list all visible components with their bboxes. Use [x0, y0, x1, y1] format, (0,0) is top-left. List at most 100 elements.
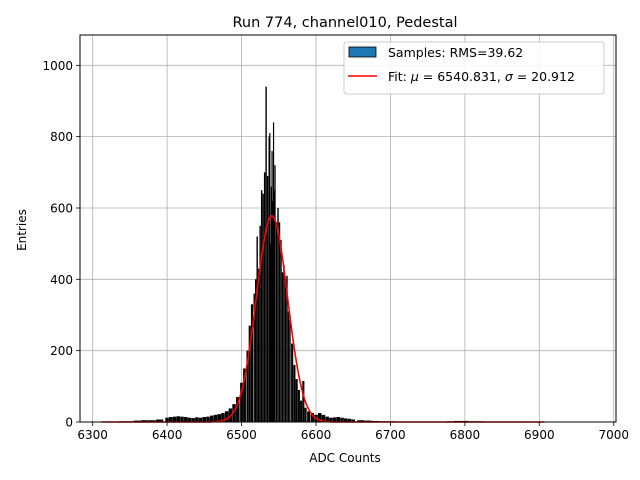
histogram-bar	[217, 414, 221, 422]
histogram-bar	[271, 150, 273, 422]
histogram-bar	[293, 364, 296, 422]
histogram-bar	[254, 279, 257, 422]
legend-fit-mu-symbol: μ	[410, 69, 419, 84]
histogram-bar	[232, 404, 236, 422]
y-tick-label: 0	[65, 416, 73, 430]
histogram-bar	[343, 418, 348, 422]
histogram-bar	[224, 411, 229, 422]
y-axis-label: Entries	[15, 209, 29, 251]
histogram-bar	[268, 136, 270, 423]
histogram-bar	[187, 417, 192, 422]
histogram-bar	[289, 314, 291, 422]
histogram-bar	[357, 420, 365, 422]
y-tick-label: 400	[50, 273, 73, 287]
histogram-bar	[176, 416, 181, 422]
histogram-bar	[283, 265, 285, 422]
x-tick-label: 6700	[375, 428, 406, 442]
histogram-bar	[340, 417, 344, 422]
histogram-bar	[307, 411, 310, 422]
histogram-bar	[274, 165, 276, 422]
histogram-bar	[250, 304, 254, 422]
histogram-bar	[165, 417, 169, 422]
histogram-bar	[256, 236, 258, 422]
histogram-bar	[209, 415, 214, 422]
histogram-bar	[272, 122, 275, 423]
histogram-bar	[317, 413, 322, 422]
histogram-bar	[213, 414, 218, 422]
histogram-bar	[221, 413, 225, 422]
histogram-bar	[253, 293, 255, 422]
histogram-bar	[310, 413, 315, 422]
histogram-bar	[332, 417, 337, 422]
histogram-bar	[260, 190, 263, 422]
legend-fit-sigma-symbol: σ	[505, 69, 514, 84]
plot-frame	[79, 34, 617, 423]
histogram-bar	[243, 368, 246, 422]
x-tick-label: 6300	[77, 428, 108, 442]
histogram-bar	[273, 190, 275, 422]
histogram-bar	[304, 407, 307, 422]
histogram-bar	[265, 86, 267, 422]
histogram-bar	[347, 418, 352, 422]
histogram-bar	[262, 193, 264, 422]
histogram-bar	[206, 416, 210, 422]
histogram-bar	[275, 222, 278, 422]
histogram-bar	[270, 186, 272, 422]
x-axis-label: ADC Counts	[309, 451, 381, 465]
histogram-bar	[295, 379, 298, 422]
histogram-bar	[236, 397, 240, 422]
histogram-bar	[302, 380, 305, 422]
x-tick-label: 6400	[152, 428, 183, 442]
histogram-bar	[246, 350, 249, 422]
histogram-bar	[269, 133, 271, 422]
histogram-bar	[297, 389, 300, 422]
y-tick-label: 200	[50, 344, 73, 358]
histogram-bar	[286, 275, 288, 422]
histogram-bar	[278, 222, 281, 422]
histogram-bar	[287, 311, 290, 422]
histogram-bar	[169, 417, 173, 422]
plot-area	[80, 35, 616, 422]
histogram-bar	[300, 400, 303, 422]
histogram-bar	[183, 417, 188, 422]
histogram-bar	[141, 420, 149, 422]
histogram-bar	[266, 175, 269, 422]
histogram-bar	[156, 419, 164, 422]
histogram-bar	[180, 416, 184, 422]
legend-samples-swatch	[348, 46, 377, 58]
histogram-bar	[321, 414, 326, 422]
histogram-bar	[259, 225, 261, 422]
y-tick-label: 800	[50, 130, 73, 144]
histogram-bar	[240, 382, 243, 422]
histogram-bar	[148, 420, 156, 422]
grid-lines	[80, 35, 616, 423]
histogram-bar	[291, 343, 294, 422]
x-tick-label: 7000	[598, 428, 629, 442]
histogram-bar	[284, 282, 287, 422]
histogram-bar	[272, 200, 274, 422]
legend-samples-label: Samples: RMS=39.62	[388, 45, 523, 60]
histogram-bar	[191, 418, 195, 422]
histogram-bar	[257, 268, 260, 422]
legend: Samples: RMS=39.62 Fit: μ = 6540.831, σ …	[343, 41, 605, 95]
legend-fit-sigma-value: = 20.912	[513, 69, 575, 84]
histogram-bar	[351, 419, 355, 422]
histogram-bar	[280, 240, 282, 422]
histogram-bar	[248, 325, 251, 422]
y-axis-ticks: 0 200 400 600 800 1000	[42, 59, 80, 430]
legend-fit-prefix: Fit:	[388, 69, 411, 84]
histogram-bar	[325, 416, 329, 422]
histogram-bar	[202, 417, 207, 422]
y-tick-label: 1000	[42, 59, 73, 73]
x-tick-label: 6500	[226, 428, 257, 442]
histogram-bar	[269, 243, 272, 422]
histogram-bar	[263, 172, 266, 422]
legend-box	[343, 41, 605, 95]
x-tick-label: 6800	[450, 428, 481, 442]
x-axis-ticks: 6300 6400 6500 6600 6700 6800 6900 7000	[77, 422, 629, 442]
histogram-bar	[172, 416, 177, 422]
histogram-bar	[277, 207, 279, 422]
x-tick-label: 6900	[524, 428, 555, 442]
y-tick-label: 600	[50, 201, 73, 215]
